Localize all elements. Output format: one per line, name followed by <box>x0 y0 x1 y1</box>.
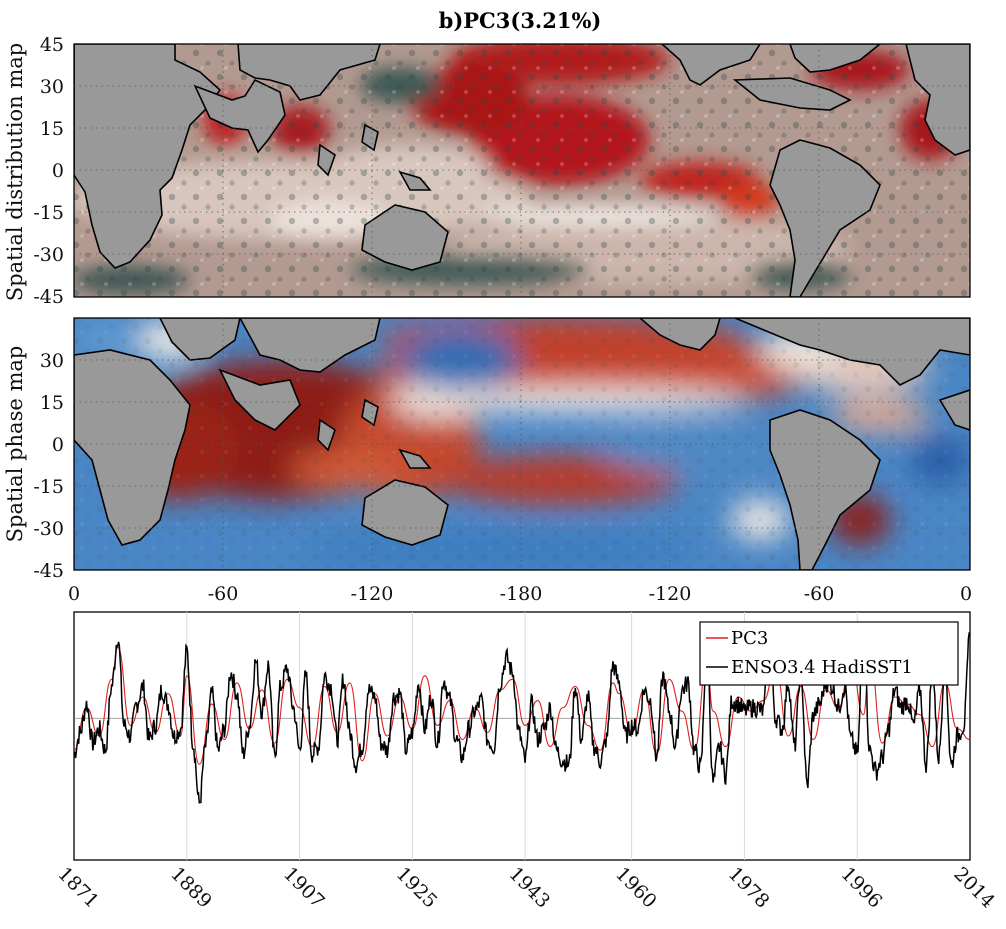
map-grid <box>74 318 970 570</box>
lat-tick-label: -30 <box>33 518 64 540</box>
map-frame <box>73 43 971 298</box>
lat-tick-label: -15 <box>33 202 64 224</box>
lat-tick-label: 15 <box>40 392 64 414</box>
legend: PC3 ENSO3.4 HadiSST1 <box>699 621 959 686</box>
legend-label-pc3: PC3 <box>731 628 768 649</box>
map-grid <box>74 44 970 297</box>
lat-tick-label: 30 <box>40 76 64 98</box>
spatial-phase-map: 30 15 0 -15 -30 -45 Spatial phase map 0 … <box>3 317 972 605</box>
lat-tick-label: 30 <box>40 350 64 372</box>
map-ylabel: Spatial phase map <box>3 346 27 543</box>
lat-ticks-mid: 30 15 0 -15 -30 -45 <box>33 350 64 582</box>
lon-tick-label: -60 <box>208 583 239 605</box>
x-tick-label: 2014 <box>949 863 999 913</box>
lat-tick-label: -15 <box>33 476 64 498</box>
x-tick-label: 1996 <box>837 863 887 913</box>
lon-tick-label: -120 <box>649 583 692 605</box>
lon-ticks: 0 -60 -120 -180 -120 -60 0 <box>68 583 972 605</box>
lat-tick-label: -45 <box>33 286 64 308</box>
legend-label-enso: ENSO3.4 HadiSST1 <box>731 657 913 678</box>
series-line-enso <box>73 631 971 804</box>
legend-box <box>699 621 959 686</box>
lat-tick-label: -30 <box>33 244 64 266</box>
lon-tick-label: -60 <box>804 583 835 605</box>
x-tick-label: 1871 <box>53 863 103 913</box>
lat-tick-label: 45 <box>40 34 64 56</box>
x-tick-label: 1889 <box>166 863 216 913</box>
time-series-plot: 1871 1889 1907 1925 1943 1960 1978 1996 2014 PC3… <box>53 611 999 913</box>
land-masses <box>74 44 970 297</box>
x-tick-label: 1943 <box>504 863 554 913</box>
lat-tick-label: -45 <box>33 560 64 582</box>
lat-ticks-top: 45 30 15 0 -15 -30 -45 <box>33 34 64 308</box>
x-tick-label: 1960 <box>611 863 661 913</box>
lat-tick-label: 0 <box>52 434 64 456</box>
x-tick-label: 1907 <box>279 863 329 913</box>
spatial-distribution-map: 45 30 15 0 -15 -30 -45 Spatial distribut… <box>3 34 971 308</box>
lat-tick-label: 15 <box>40 118 64 140</box>
lon-tick-label: -120 <box>351 583 394 605</box>
x-tick-label: 1978 <box>724 863 774 913</box>
lat-tick-label: 0 <box>52 160 64 182</box>
lon-tick-label: -180 <box>500 583 543 605</box>
lon-tick-label: 0 <box>68 583 80 605</box>
figure-title: b)PC3(3.21%) <box>439 8 602 33</box>
x-tick-label: 1925 <box>392 863 442 913</box>
x-tick-labels: 1871 1889 1907 1925 1943 1960 1978 1996 2014 <box>53 863 999 913</box>
lon-tick-label: 0 <box>960 583 972 605</box>
land-masses <box>74 318 970 570</box>
plot-grid <box>186 612 858 860</box>
map-ylabel: Spatial distribution map <box>3 43 27 301</box>
